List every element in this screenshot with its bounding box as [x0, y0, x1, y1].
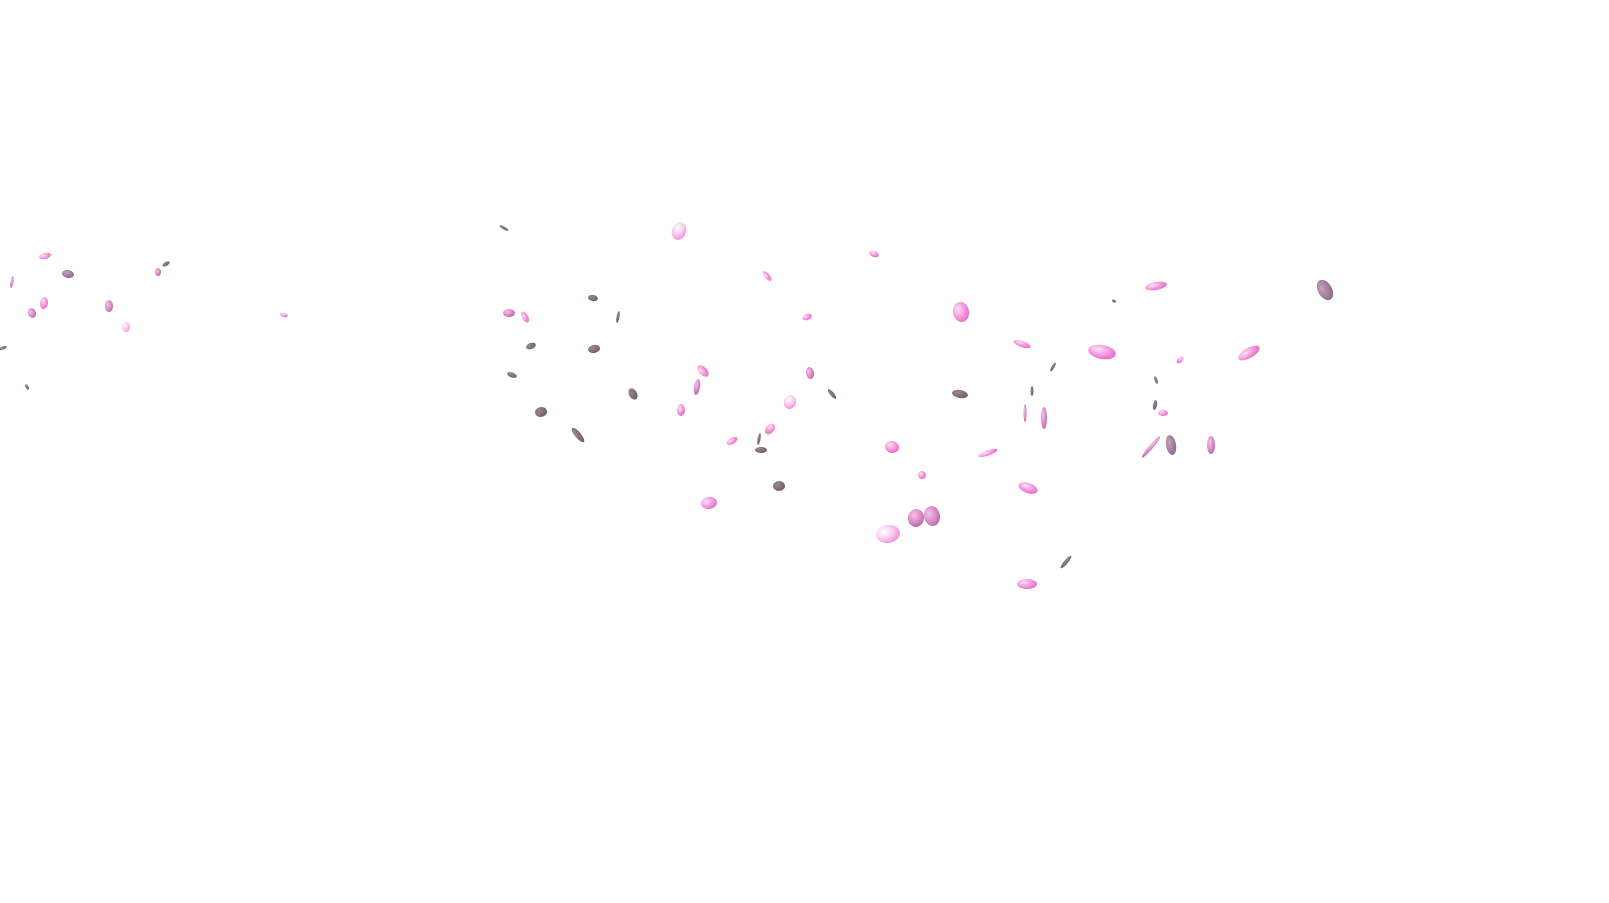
- petal: [162, 261, 170, 267]
- petal: [499, 225, 509, 231]
- petal: [628, 388, 638, 400]
- petal: [1158, 410, 1168, 416]
- petal: [1013, 339, 1031, 349]
- petal: [1316, 279, 1334, 301]
- petal: [62, 269, 74, 279]
- petals-group: [0, 222, 1334, 589]
- petal: [1154, 376, 1158, 384]
- petal: [521, 311, 529, 323]
- petal: [588, 344, 600, 354]
- petal: [1145, 281, 1167, 291]
- petal: [39, 252, 51, 260]
- petal: [1207, 436, 1215, 454]
- petal: [1017, 579, 1037, 589]
- petal: [802, 313, 812, 321]
- petal: [10, 276, 14, 288]
- petal: [677, 404, 685, 416]
- petal: [827, 389, 837, 399]
- petal: [535, 406, 547, 418]
- petal: [503, 309, 515, 317]
- petal: [701, 496, 717, 510]
- petal: [25, 384, 29, 390]
- petal: [1030, 386, 1034, 396]
- petal: [765, 423, 775, 435]
- petal: [762, 271, 772, 281]
- petal: [783, 395, 797, 409]
- petal: [726, 437, 738, 445]
- petal: [918, 471, 926, 479]
- petal: [952, 389, 968, 399]
- petal: [571, 427, 585, 443]
- petal: [869, 250, 879, 258]
- petal: [280, 312, 288, 318]
- petal: [526, 342, 536, 350]
- petal: [1112, 299, 1116, 303]
- petal: [507, 372, 517, 378]
- petal: [907, 509, 925, 527]
- petal: [1018, 482, 1038, 494]
- petal: [773, 481, 785, 491]
- petal: [0, 346, 7, 350]
- petal: [1023, 404, 1027, 422]
- petal: [923, 506, 941, 526]
- petal: [876, 524, 900, 544]
- petal: [1238, 345, 1260, 361]
- petal: [755, 447, 767, 453]
- petal: [27, 308, 37, 318]
- petal: [693, 379, 701, 395]
- petal: [1141, 436, 1161, 458]
- petal: [671, 222, 687, 240]
- petal: [155, 268, 161, 276]
- petal: [39, 297, 49, 309]
- petal: [616, 311, 620, 323]
- petal: [885, 440, 899, 454]
- petal: [1165, 435, 1177, 455]
- petal: [805, 367, 815, 379]
- petal: [697, 365, 709, 377]
- petal: [1176, 356, 1184, 364]
- petal: [1050, 362, 1056, 372]
- petal: [105, 300, 113, 312]
- petal: [1152, 400, 1158, 410]
- petal: [1088, 344, 1116, 360]
- petal: [588, 294, 598, 302]
- petal: [1041, 407, 1047, 429]
- petal: [757, 433, 761, 445]
- petal: [122, 322, 130, 332]
- petal: [978, 448, 998, 458]
- petal: [952, 302, 970, 322]
- petal: [1060, 555, 1072, 569]
